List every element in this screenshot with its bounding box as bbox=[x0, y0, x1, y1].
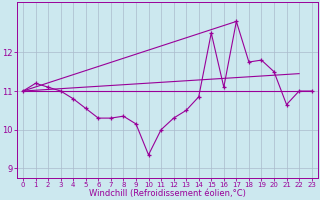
X-axis label: Windchill (Refroidissement éolien,°C): Windchill (Refroidissement éolien,°C) bbox=[89, 189, 246, 198]
